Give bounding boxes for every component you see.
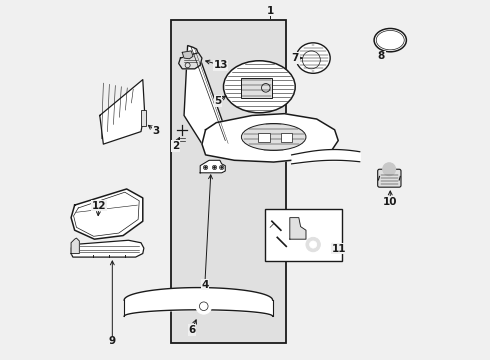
Polygon shape <box>200 160 225 173</box>
Circle shape <box>176 124 188 135</box>
Text: 12: 12 <box>92 201 106 211</box>
Circle shape <box>306 237 320 252</box>
Circle shape <box>205 167 206 168</box>
Ellipse shape <box>223 61 295 113</box>
Polygon shape <box>182 51 193 59</box>
Polygon shape <box>71 238 79 253</box>
Text: 13: 13 <box>213 60 228 70</box>
Polygon shape <box>202 114 338 162</box>
Polygon shape <box>100 80 145 144</box>
Text: 4: 4 <box>201 280 209 290</box>
Bar <box>172 21 286 343</box>
Text: 2: 2 <box>172 141 179 151</box>
Polygon shape <box>71 240 144 257</box>
Text: 8: 8 <box>378 51 385 61</box>
Bar <box>242 78 272 98</box>
Circle shape <box>221 167 222 168</box>
Text: 11: 11 <box>332 244 346 254</box>
Text: 10: 10 <box>383 197 397 207</box>
Circle shape <box>214 167 215 168</box>
Polygon shape <box>290 218 306 239</box>
Bar <box>265 209 342 261</box>
Text: 5: 5 <box>215 96 222 106</box>
Text: 1: 1 <box>267 6 274 16</box>
Text: 6: 6 <box>188 325 196 335</box>
Text: 9: 9 <box>109 336 116 346</box>
Ellipse shape <box>242 123 306 150</box>
Ellipse shape <box>296 43 330 73</box>
Bar <box>258 134 270 142</box>
Polygon shape <box>71 189 143 239</box>
Bar <box>281 134 292 142</box>
Polygon shape <box>184 45 231 149</box>
Text: 7: 7 <box>292 53 299 63</box>
Circle shape <box>383 163 395 176</box>
FancyBboxPatch shape <box>378 169 401 187</box>
Bar <box>141 110 147 126</box>
Circle shape <box>310 241 317 248</box>
Circle shape <box>196 298 212 314</box>
Ellipse shape <box>374 28 406 52</box>
Text: 3: 3 <box>152 126 160 136</box>
Polygon shape <box>179 53 202 69</box>
